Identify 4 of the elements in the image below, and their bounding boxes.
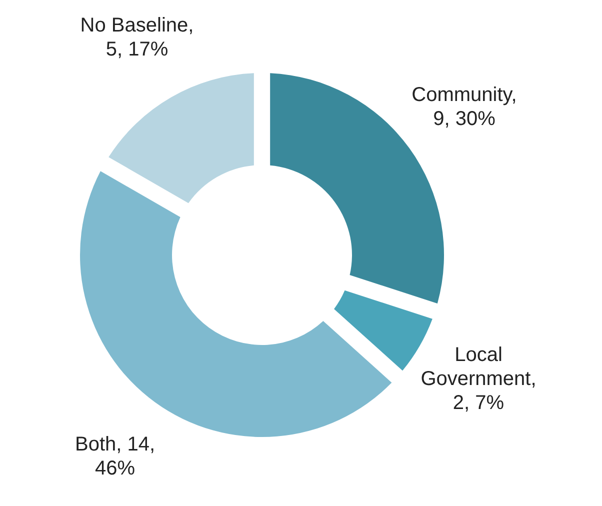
slice-label: Community, 9, 30% <box>412 84 517 130</box>
slice-label: No Baseline, 5, 17% <box>80 14 194 61</box>
slice-label: Both, 14, 46% <box>75 434 156 480</box>
slice-label: Local Government, 2, 7% <box>420 344 536 414</box>
